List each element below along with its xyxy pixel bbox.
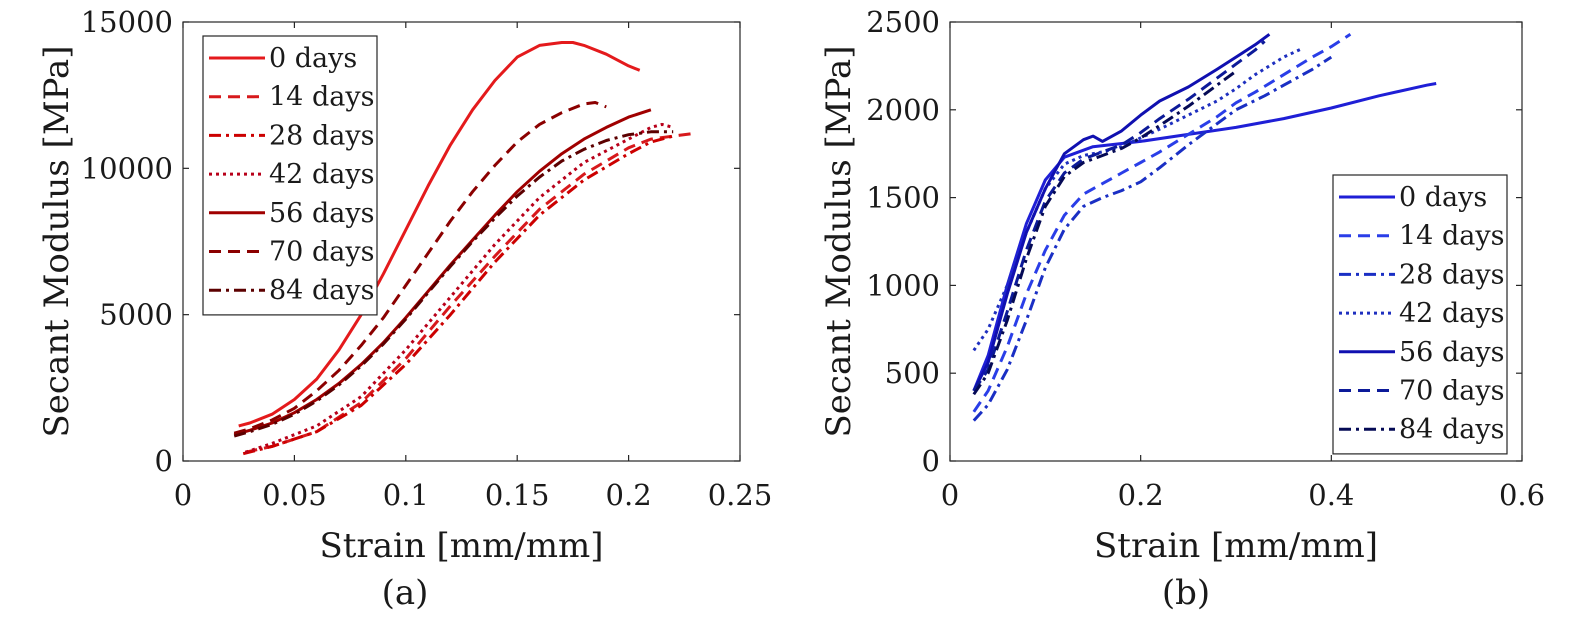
x-tick-label: 0.6 bbox=[1499, 478, 1545, 512]
x-axis-label: Strain [mm/mm] bbox=[1094, 526, 1378, 566]
legend-label: 0 days bbox=[1399, 182, 1487, 213]
legend-label: 84 days bbox=[269, 275, 374, 306]
x-tick-label: 0.05 bbox=[262, 478, 327, 512]
legend-label: 42 days bbox=[1399, 298, 1504, 329]
series-line-42-days bbox=[244, 122, 674, 454]
legend-label: 0 days bbox=[269, 43, 357, 74]
series-line-28-days bbox=[972, 55, 1333, 422]
series-line-84-days bbox=[233, 130, 674, 438]
x-tick-label: 0.15 bbox=[485, 478, 550, 512]
legend: 0 days 14 days 28 days 42 days 56 days 70 day… bbox=[1332, 174, 1508, 455]
y-tick-label: 15000 bbox=[81, 5, 173, 39]
series-line-0-days bbox=[972, 82, 1437, 392]
y-axis-label: Secant Modulus [MPa] bbox=[37, 45, 77, 437]
chart-panel-a: 0 0.05 0.1 0.15 0.2 0.25 0 5000 10000 15000 Strain… bbox=[37, 5, 772, 613]
y-tick-label: 5000 bbox=[99, 298, 173, 332]
chart-panel-b: 0 0.2 0.4 0.6 0 500 1000 1500 2000 2500 Strain [mm… bbox=[819, 5, 1545, 613]
x-tick-label: 0.2 bbox=[606, 478, 652, 512]
x-axis-label: Strain [mm/mm] bbox=[319, 526, 603, 566]
series-line-28-days bbox=[242, 134, 674, 456]
y-tick-label: 0 bbox=[155, 444, 173, 478]
series-line-70-days bbox=[972, 40, 1266, 392]
legend: 0 days 14 days 28 days 42 days 56 days 70 day… bbox=[202, 35, 378, 316]
series-line-70-days bbox=[233, 101, 607, 435]
y-tick-label: 0 bbox=[922, 444, 940, 478]
x-tick-label: 0.2 bbox=[1118, 478, 1164, 512]
legend-label: 70 days bbox=[269, 237, 374, 268]
x-tick-label: 0 bbox=[174, 478, 192, 512]
series-line-56-days bbox=[972, 33, 1271, 392]
x-tick-label: 0.1 bbox=[383, 478, 429, 512]
legend-label: 70 days bbox=[1399, 376, 1504, 407]
series-line-84-days bbox=[972, 69, 1237, 396]
axes-box bbox=[949, 21, 1523, 462]
series-line-0-days bbox=[238, 41, 641, 428]
panel-label: (a) bbox=[382, 573, 429, 613]
series-line-14-days bbox=[972, 33, 1352, 413]
y-tick-label: 10000 bbox=[81, 151, 173, 185]
y-tick-label: 1000 bbox=[866, 268, 940, 302]
x-tick-label: 0.4 bbox=[1308, 478, 1354, 512]
axes-box bbox=[182, 21, 741, 462]
panel-label: (b) bbox=[1162, 573, 1210, 613]
legend-label: 84 days bbox=[1399, 414, 1504, 445]
legend-label: 14 days bbox=[269, 82, 374, 113]
legend-label: 42 days bbox=[269, 159, 374, 190]
y-tick-label: 2500 bbox=[866, 5, 940, 39]
y-tick-label: 2000 bbox=[866, 93, 940, 127]
legend-label: 56 days bbox=[1399, 337, 1504, 368]
y-tick-label: 1500 bbox=[866, 181, 940, 215]
legend-label: 28 days bbox=[1399, 259, 1504, 290]
legend-label: 56 days bbox=[269, 198, 374, 229]
x-tick-label: 0 bbox=[941, 478, 959, 512]
y-tick-label: 500 bbox=[885, 356, 940, 390]
x-tick-label: 0.25 bbox=[708, 478, 773, 512]
legend-label: 14 days bbox=[1399, 221, 1504, 252]
series-line-14-days bbox=[245, 131, 696, 454]
legend-label: 28 days bbox=[269, 120, 374, 151]
series-group bbox=[233, 41, 696, 456]
y-axis-label: Secant Modulus [MPa] bbox=[819, 45, 859, 437]
series-group bbox=[972, 33, 1437, 422]
